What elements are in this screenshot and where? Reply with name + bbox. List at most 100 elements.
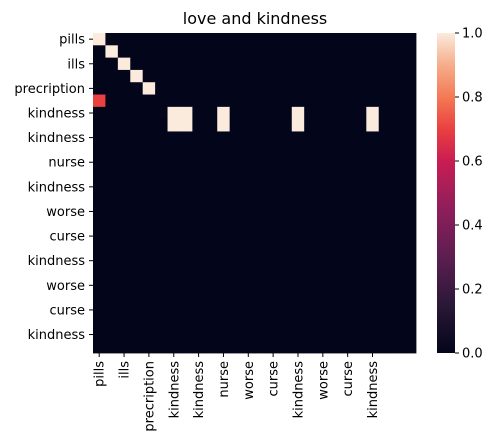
- heatmap-cell: [130, 180, 144, 194]
- heatmap-cell: [242, 143, 255, 157]
- heatmap-cell: [192, 156, 206, 169]
- heatmap-cell: [266, 106, 280, 120]
- heatmap-cell: [353, 82, 367, 95]
- heatmap-cell: [366, 106, 380, 120]
- heatmap-cell: [192, 131, 206, 145]
- x-tick-label: kindness: [167, 361, 182, 419]
- heatmap-cell: [179, 316, 193, 329]
- heatmap-cell: [217, 242, 231, 255]
- heatmap-cell: [217, 168, 231, 182]
- heatmap-cell: [279, 156, 293, 169]
- heatmap-cell: [291, 266, 305, 280]
- heatmap-cell: [130, 69, 144, 83]
- heatmap-cell: [242, 106, 255, 120]
- heatmap-cell: [192, 229, 206, 243]
- heatmap-cell: [353, 328, 367, 342]
- heatmap-cell: [179, 180, 193, 194]
- heatmap-cell: [179, 291, 193, 305]
- heatmap-cell: [192, 57, 206, 71]
- heatmap-cell: [291, 69, 305, 83]
- heatmap-cell: [378, 328, 392, 342]
- heatmap-cell: [167, 303, 181, 317]
- heatmap-cell: [105, 57, 119, 71]
- x-tick-label: nurse: [217, 361, 232, 398]
- heatmap-cell: [192, 328, 206, 342]
- heatmap-cell: [167, 180, 181, 194]
- y-tick-label: curse: [49, 303, 85, 318]
- heatmap-cell: [242, 328, 255, 342]
- heatmap-cell: [254, 45, 268, 59]
- heatmap-cell: [329, 33, 342, 46]
- heatmap-cell: [403, 266, 417, 280]
- heatmap-cell: [266, 193, 280, 206]
- heatmap-cell: [93, 316, 106, 329]
- heatmap-cell: [117, 180, 131, 194]
- heatmap-cell: [304, 340, 318, 354]
- heatmap-cell: [341, 217, 355, 231]
- heatmap-cell: [142, 254, 156, 268]
- heatmap-cell: [366, 94, 380, 108]
- heatmap-cell: [391, 193, 404, 206]
- x-tick-label: curse: [341, 361, 356, 397]
- heatmap-cell: [192, 94, 206, 108]
- heatmap-cell: [167, 328, 181, 342]
- heatmap-cell: [353, 266, 367, 280]
- heatmap-cell: [93, 33, 106, 46]
- heatmap-cell: [142, 180, 156, 194]
- heatmap-cell: [117, 303, 131, 317]
- heatmap-cell: [105, 340, 119, 354]
- heatmap-cell: [279, 82, 293, 95]
- heatmap-cell: [279, 45, 293, 59]
- heatmap-cell: [316, 180, 330, 194]
- heatmap-cell: [266, 94, 280, 108]
- heatmap-cell: [155, 69, 168, 83]
- heatmap-cell: [403, 316, 417, 329]
- heatmap-cell: [229, 328, 243, 342]
- heatmap-cell: [142, 106, 156, 120]
- heatmap-cell: [291, 119, 305, 132]
- heatmap-cell: [204, 217, 218, 231]
- heatmap-cell: [242, 205, 255, 219]
- heatmap-cell: [341, 279, 355, 292]
- heatmap-cell: [242, 94, 255, 108]
- heatmap-cell: [366, 205, 380, 219]
- heatmap-cell: [403, 156, 417, 169]
- heatmap-cell: [403, 340, 417, 354]
- heatmap-cell: [155, 82, 168, 95]
- heatmap-cell: [204, 69, 218, 83]
- heatmap-cell: [254, 168, 268, 182]
- heatmap-cell: [353, 340, 367, 354]
- heatmap-cell: [142, 340, 156, 354]
- heatmap-cell: [366, 168, 380, 182]
- heatmap-cell: [403, 205, 417, 219]
- colorbar-tick-label: 0.8: [462, 91, 483, 106]
- heatmap-cell: [217, 82, 231, 95]
- heatmap-cell: [266, 180, 280, 194]
- heatmap-cell: [304, 119, 318, 132]
- heatmap-cell: [378, 82, 392, 95]
- y-tick-label: worse: [46, 279, 85, 294]
- heatmap-cell: [391, 168, 404, 182]
- heatmap-cell: [378, 106, 392, 120]
- heatmap-cell: [353, 217, 367, 231]
- heatmap-cell: [391, 131, 404, 145]
- heatmap-cell: [378, 266, 392, 280]
- heatmap-cell: [341, 328, 355, 342]
- heatmap-cell: [266, 33, 280, 46]
- heatmap-cell: [279, 291, 293, 305]
- heatmap-cell: [353, 242, 367, 255]
- heatmap-cell: [291, 156, 305, 169]
- heatmap-cell: [291, 180, 305, 194]
- heatmap-cell: [391, 242, 404, 255]
- heatmap-cell: [179, 242, 193, 255]
- heatmap-cell: [391, 303, 404, 317]
- heatmap-cell: [266, 168, 280, 182]
- heatmap-cell: [105, 180, 119, 194]
- heatmap-cell: [316, 168, 330, 182]
- heatmap-cell: [378, 180, 392, 194]
- heatmap-cell: [316, 266, 330, 280]
- heatmap-cell: [93, 119, 106, 132]
- heatmap-cell: [304, 266, 318, 280]
- heatmap-cell: [279, 229, 293, 243]
- heatmap-cell: [266, 242, 280, 255]
